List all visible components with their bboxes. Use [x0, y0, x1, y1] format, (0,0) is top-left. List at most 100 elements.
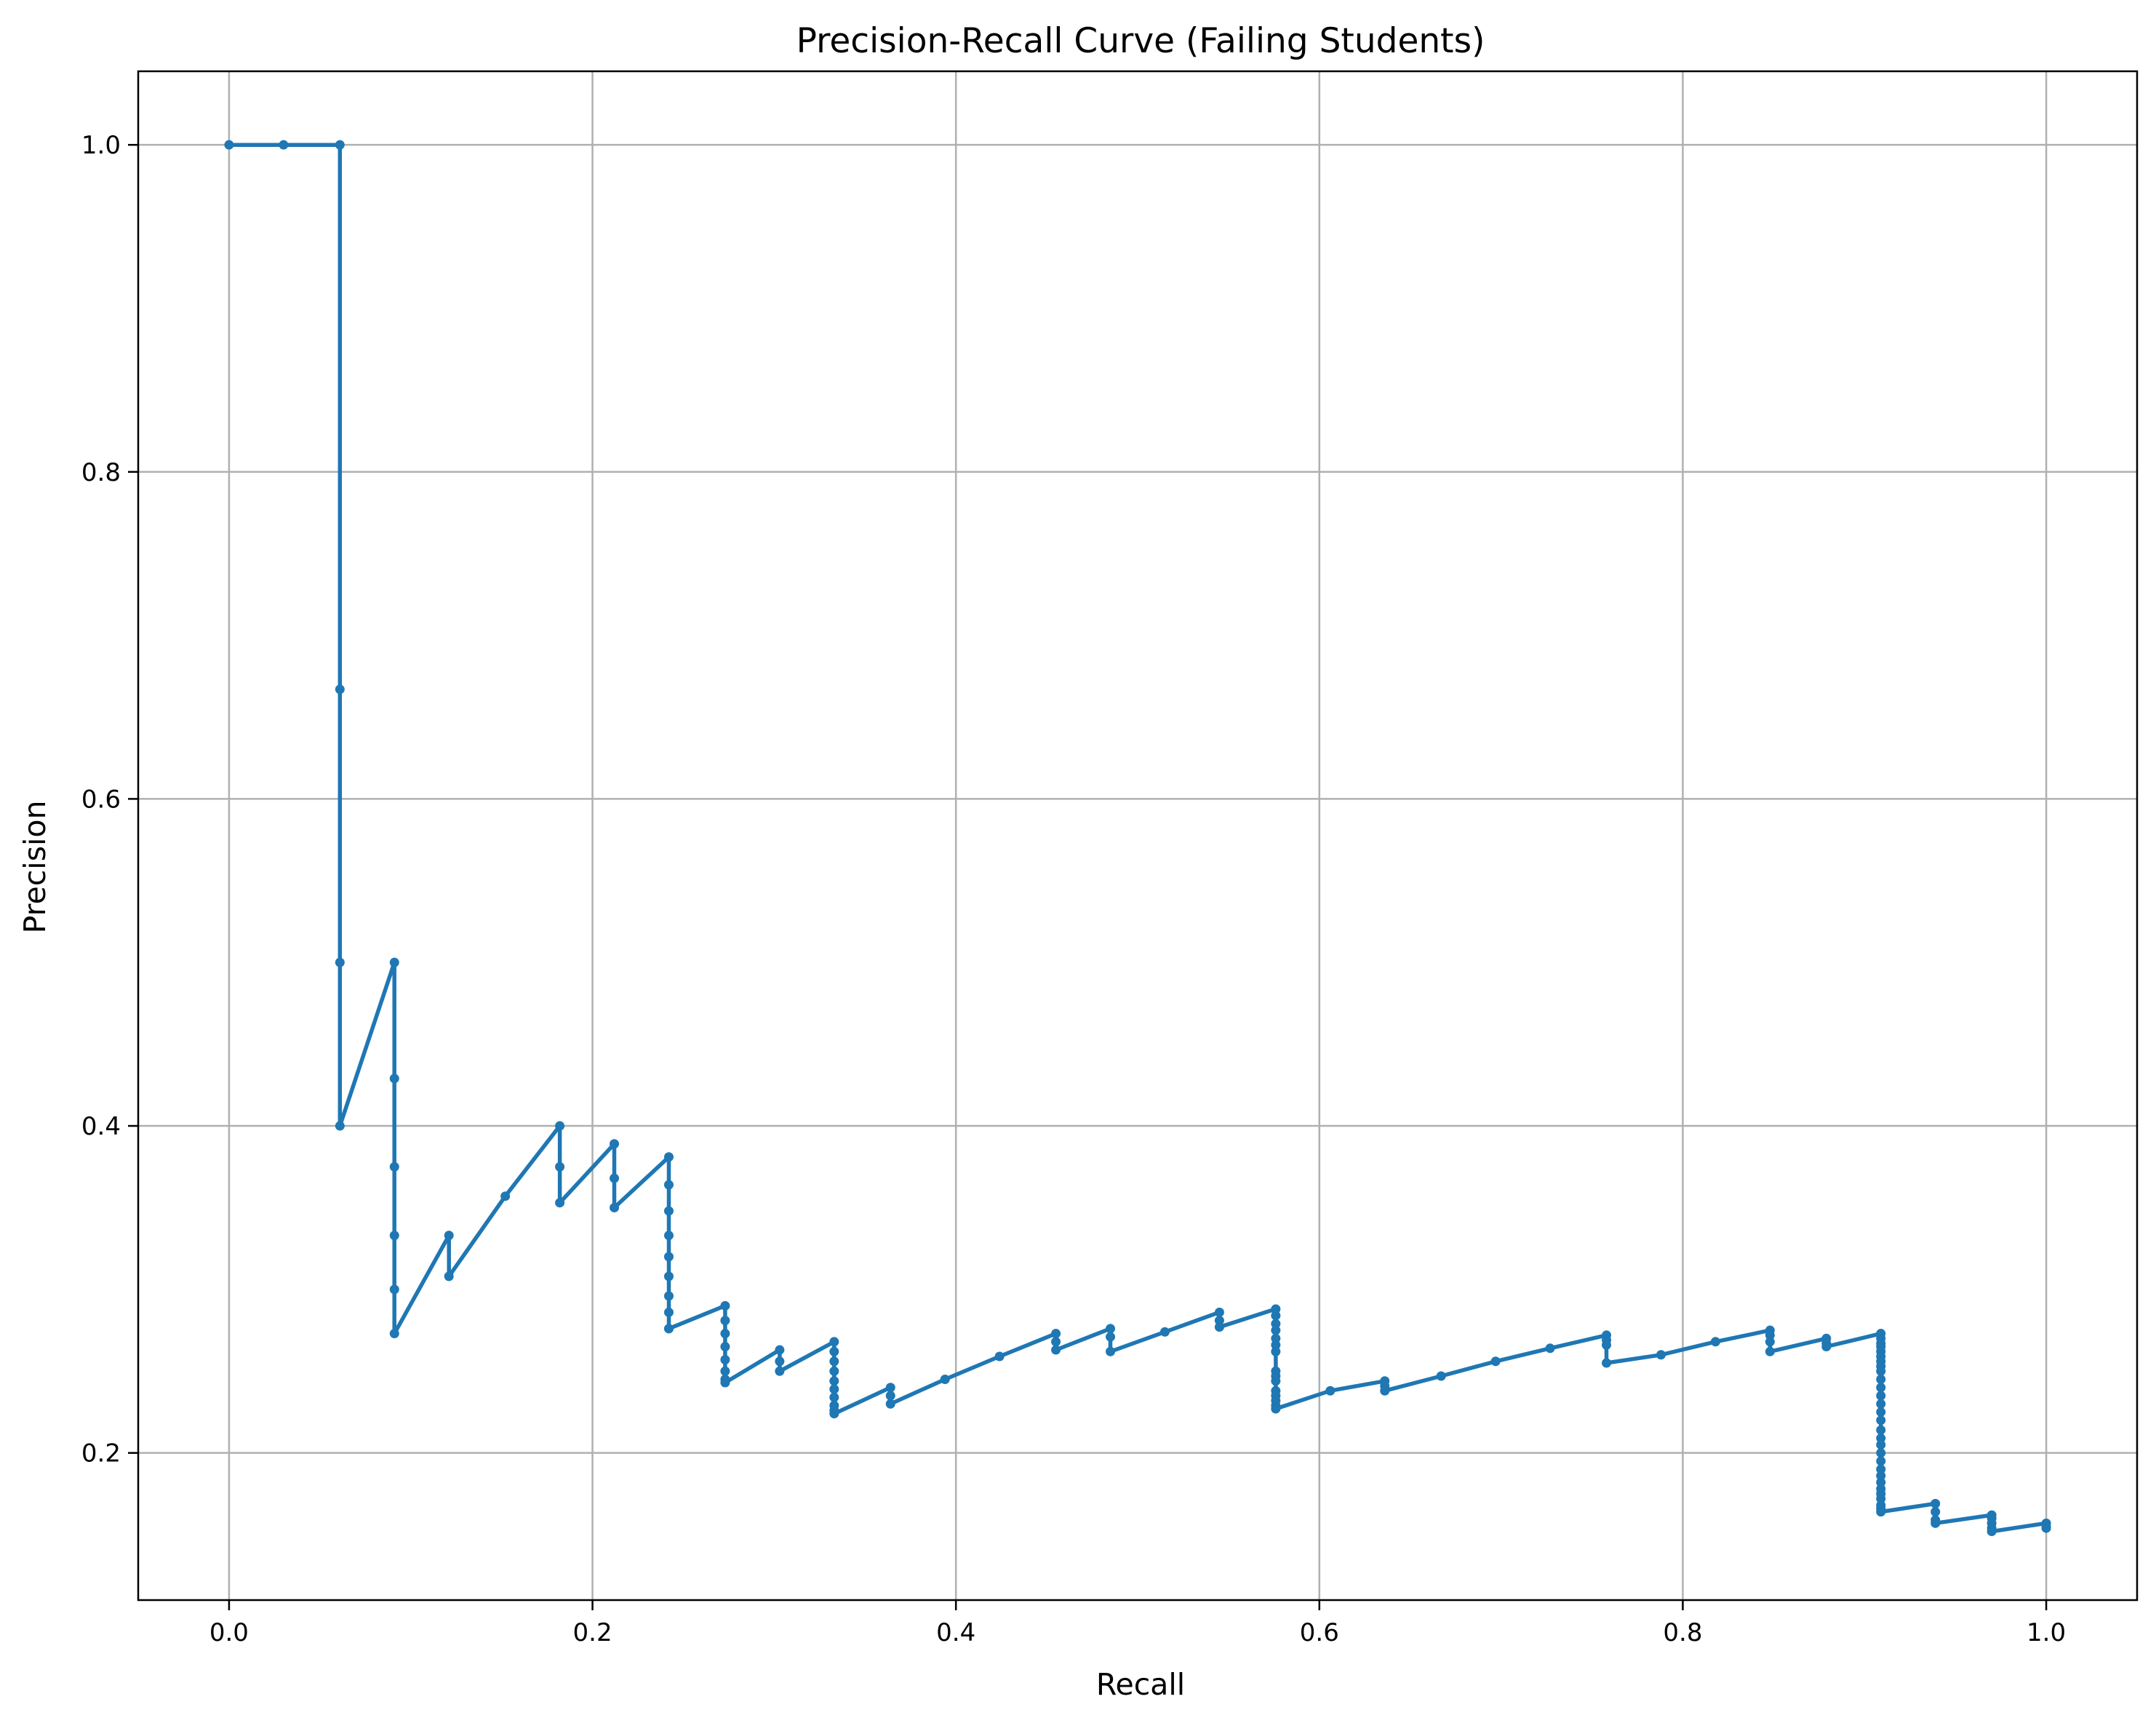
data-point — [663, 1252, 674, 1262]
data-point — [1876, 1507, 1886, 1517]
y-tick-label-1: 0.4 — [81, 1112, 121, 1141]
data-point — [1271, 1311, 1281, 1321]
data-point — [829, 1384, 839, 1394]
data-point — [775, 1356, 785, 1367]
data-point — [1602, 1340, 1612, 1350]
data-point — [1765, 1337, 1775, 1347]
x-axis-label: Recall — [1096, 1667, 1185, 1702]
data-point — [610, 1173, 620, 1183]
x-tick-label-3: 0.6 — [1300, 1618, 1339, 1647]
data-point — [663, 1180, 674, 1190]
data-point — [610, 1139, 620, 1149]
data-point — [1490, 1356, 1501, 1367]
data-point — [1876, 1456, 1886, 1466]
data-point — [1214, 1307, 1224, 1317]
data-point — [1159, 1327, 1170, 1337]
data-point — [829, 1409, 839, 1419]
data-point — [1931, 1498, 1941, 1508]
x-tick-label-0: 0.0 — [209, 1618, 249, 1647]
data-point — [1271, 1304, 1281, 1314]
data-point — [1106, 1324, 1116, 1334]
series-layer — [224, 140, 2051, 1537]
data-point — [775, 1366, 785, 1376]
data-point — [1271, 1325, 1281, 1335]
data-point — [389, 1329, 399, 1339]
data-point — [1876, 1448, 1886, 1458]
data-point — [1876, 1415, 1886, 1426]
data-point — [885, 1391, 895, 1401]
data-point — [2041, 1523, 2051, 1533]
data-point — [389, 957, 399, 967]
data-point — [1931, 1507, 1941, 1517]
data-point — [829, 1337, 839, 1347]
axes-layer: 0.0 0.2 0.4 0.6 0.8 1.0 0.2 0.4 0.6 0.8 1.0 — [81, 70, 2139, 1647]
data-point — [663, 1231, 674, 1241]
y-axis-label: Precision — [17, 801, 52, 934]
data-point — [1876, 1407, 1886, 1417]
data-point — [1271, 1376, 1281, 1386]
data-point — [1876, 1439, 1886, 1450]
data-point — [1271, 1340, 1281, 1350]
data-point — [335, 684, 345, 695]
x-tick-label-4: 0.8 — [1663, 1618, 1702, 1647]
data-point — [1545, 1343, 1555, 1354]
data-point — [1987, 1527, 1997, 1537]
data-point — [663, 1324, 674, 1334]
data-point — [389, 1162, 399, 1172]
y-tick-label-3: 0.8 — [81, 458, 121, 487]
data-point — [335, 1121, 345, 1131]
data-point — [940, 1375, 950, 1385]
data-point — [1876, 1366, 1886, 1376]
data-point — [663, 1271, 674, 1282]
data-point — [1214, 1322, 1224, 1332]
data-point — [720, 1378, 730, 1388]
data-point — [994, 1351, 1005, 1362]
data-point — [1271, 1346, 1281, 1356]
data-point — [1876, 1391, 1886, 1401]
data-point — [224, 140, 234, 150]
data-point — [720, 1342, 730, 1352]
data-point — [1271, 1319, 1281, 1329]
data-point — [1106, 1346, 1116, 1356]
data-point — [1876, 1494, 1886, 1504]
data-point — [663, 1307, 674, 1317]
data-point — [1765, 1330, 1775, 1340]
data-point — [389, 1074, 399, 1084]
data-point — [1436, 1371, 1446, 1381]
data-point — [720, 1355, 730, 1365]
data-point — [1214, 1316, 1224, 1326]
data-point — [444, 1271, 454, 1282]
y-tick-label-0: 0.2 — [81, 1439, 121, 1468]
data-point — [1876, 1464, 1886, 1474]
data-point — [663, 1206, 674, 1216]
data-point — [279, 140, 289, 150]
data-point — [1271, 1404, 1281, 1414]
x-tick-label-2: 0.4 — [936, 1618, 975, 1647]
data-point — [444, 1231, 454, 1241]
data-point — [1710, 1337, 1720, 1347]
x-tick-label-1: 0.2 — [573, 1618, 612, 1647]
data-point — [1602, 1358, 1612, 1368]
data-point — [720, 1316, 730, 1326]
data-point — [1271, 1333, 1281, 1343]
data-point — [555, 1121, 565, 1131]
data-point — [1876, 1477, 1886, 1487]
data-point — [389, 1284, 399, 1295]
data-point — [335, 957, 345, 967]
data-point — [1876, 1471, 1886, 1481]
data-point — [1876, 1375, 1886, 1385]
data-point — [1380, 1386, 1390, 1396]
data-point — [720, 1366, 730, 1376]
data-point — [1931, 1518, 1941, 1528]
data-point — [829, 1356, 839, 1367]
y-tick-label-4: 1.0 — [81, 131, 121, 160]
data-point — [829, 1376, 839, 1386]
data-point — [829, 1366, 839, 1376]
data-point — [1876, 1399, 1886, 1409]
data-point — [1876, 1425, 1886, 1435]
data-point — [1325, 1386, 1335, 1396]
data-point — [1876, 1383, 1886, 1393]
data-point — [555, 1162, 565, 1172]
